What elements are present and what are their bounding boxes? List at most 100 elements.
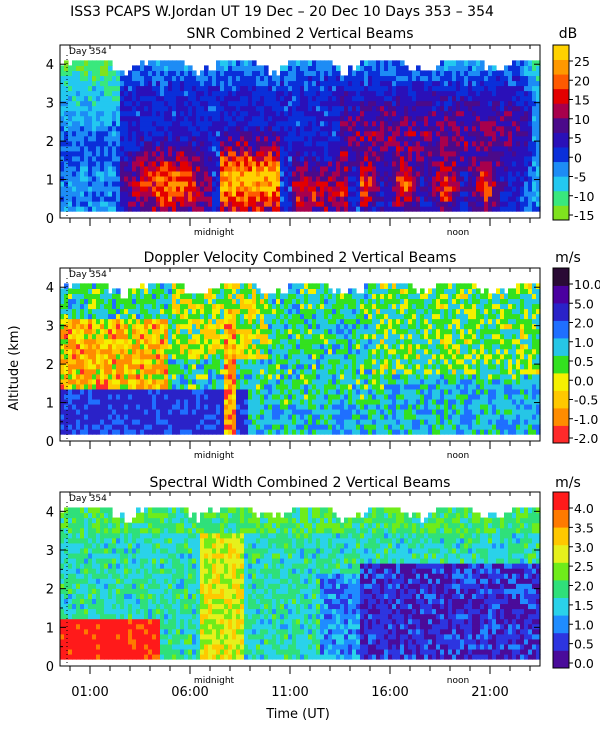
heatmap-cell xyxy=(200,419,205,425)
heatmap-cell xyxy=(140,135,145,142)
heatmap-cell xyxy=(412,100,417,107)
heatmap-cell xyxy=(104,348,109,355)
heatmap-cell xyxy=(76,288,81,295)
heatmap-cell xyxy=(108,313,113,320)
heatmap-cell xyxy=(224,105,229,112)
heatmap-cell xyxy=(236,105,241,112)
heatmap-cell xyxy=(320,75,325,82)
heatmap-cell xyxy=(116,170,121,177)
heatmap-cell xyxy=(88,100,93,107)
heatmap-cell xyxy=(112,429,117,435)
heatmap-cell xyxy=(492,75,497,82)
heatmap-cell xyxy=(116,293,121,300)
heatmap-cell xyxy=(168,328,173,335)
heatmap-cell xyxy=(172,338,177,345)
heatmap-cell xyxy=(88,185,93,192)
heatmap-cell xyxy=(236,403,241,410)
heatmap-cell xyxy=(228,130,233,137)
heatmap-cell xyxy=(252,75,257,82)
heatmap-cell xyxy=(216,293,221,300)
heatmap-cell xyxy=(144,110,149,117)
heatmap-cell xyxy=(112,196,117,202)
heatmap-cell xyxy=(84,429,89,435)
heatmap-cell xyxy=(164,150,169,157)
heatmap-cell xyxy=(440,110,445,117)
heatmap-cell xyxy=(248,196,253,202)
heatmap-cell xyxy=(424,150,429,157)
heatmap-cell xyxy=(292,180,297,187)
heatmap-cell xyxy=(232,170,237,177)
heatmap-cell xyxy=(208,413,213,420)
heatmap-cell xyxy=(152,308,157,315)
heatmap-cell xyxy=(112,170,117,177)
heatmap-cell xyxy=(328,75,333,82)
heatmap-cell xyxy=(456,185,461,192)
heatmap-cell xyxy=(208,318,213,325)
figure-title: ISS3 PCAPS W.Jordan UT 19 Dec – 20 Dec 1… xyxy=(70,4,494,20)
heatmap-cell xyxy=(480,60,485,66)
heatmap-cell xyxy=(480,115,485,122)
heatmap-cell xyxy=(332,90,337,97)
heatmap-cell xyxy=(332,80,337,87)
heatmap-cell xyxy=(160,308,165,315)
heatmap-cell xyxy=(504,150,509,157)
heatmap-cell xyxy=(88,413,93,420)
heatmap-cell xyxy=(100,383,105,390)
heatmap-cell xyxy=(392,95,397,102)
heatmap-cell xyxy=(336,145,341,152)
heatmap-cell xyxy=(160,70,165,77)
heatmap-cell xyxy=(116,398,121,405)
heatmap-cell xyxy=(132,343,137,350)
heatmap-cell xyxy=(60,140,65,147)
heatmap-cell xyxy=(220,60,225,66)
heatmap-cell xyxy=(416,135,421,142)
heatmap-cell xyxy=(140,313,145,320)
heatmap-cell xyxy=(100,165,105,172)
heatmap-cell xyxy=(128,373,133,380)
heatmap-cell xyxy=(284,75,289,82)
heatmap-cell xyxy=(508,206,513,212)
heatmap-cell xyxy=(400,60,405,66)
heatmap-cell xyxy=(128,170,133,177)
heatmap-cell xyxy=(172,135,177,142)
heatmap-cell xyxy=(268,105,273,112)
heatmap-cell xyxy=(156,298,161,305)
heatmap-cell xyxy=(460,75,465,82)
heatmap-cell xyxy=(308,80,313,87)
heatmap-cell xyxy=(312,110,317,117)
heatmap-cell xyxy=(496,80,501,87)
heatmap-cell xyxy=(72,201,77,207)
heatmap-cell xyxy=(156,283,161,289)
heatmap-cell xyxy=(344,110,349,117)
heatmap-cell xyxy=(496,110,501,117)
heatmap-cell xyxy=(200,368,205,375)
heatmap-cell xyxy=(172,363,177,370)
heatmap-cell xyxy=(124,105,129,112)
heatmap-cell xyxy=(272,150,277,157)
heatmap-cell xyxy=(516,190,521,197)
colorbar-tick-label: -15 xyxy=(574,208,594,223)
heatmap-cell xyxy=(272,170,277,177)
heatmap-cell xyxy=(204,196,209,202)
heatmap-cell xyxy=(220,115,225,122)
heatmap-cell xyxy=(148,125,153,132)
heatmap-cell xyxy=(496,90,501,97)
heatmap-cell xyxy=(484,115,489,122)
heatmap-cell xyxy=(204,378,209,385)
heatmap-cell xyxy=(240,373,245,380)
heatmap-cell xyxy=(288,150,293,157)
heatmap-cell xyxy=(164,145,169,152)
heatmap-cell xyxy=(372,95,377,102)
heatmap-cell xyxy=(484,140,489,147)
heatmap-cell xyxy=(288,155,293,162)
heatmap-cell xyxy=(180,165,185,172)
heatmap-cell xyxy=(380,130,385,137)
heatmap-cell xyxy=(300,65,305,72)
heatmap-cell xyxy=(472,206,477,212)
heatmap-cell xyxy=(96,115,101,122)
heatmap-cell xyxy=(352,175,357,182)
heatmap-cell xyxy=(440,80,445,87)
heatmap-cell xyxy=(180,293,185,300)
heatmap-cell xyxy=(312,130,317,137)
heatmap-cell xyxy=(120,190,125,197)
